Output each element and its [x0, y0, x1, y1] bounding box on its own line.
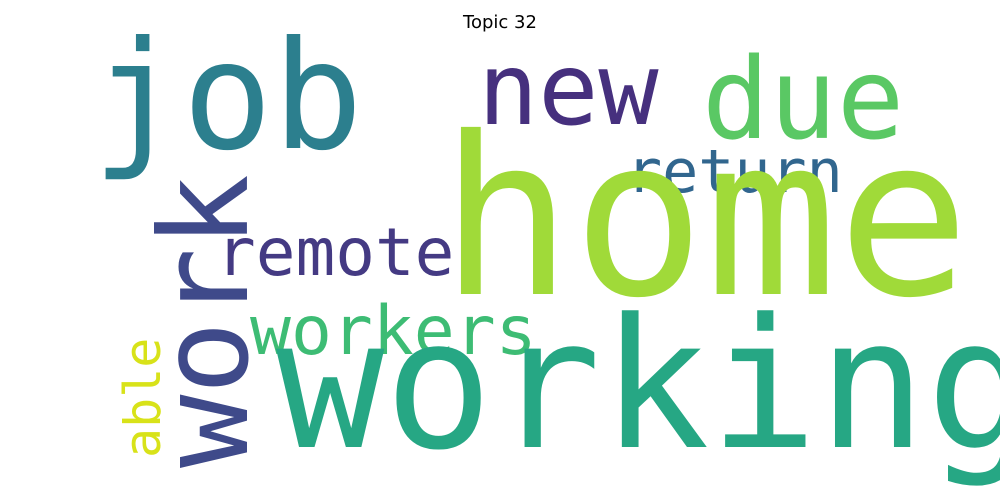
word-due: due: [702, 35, 905, 165]
word-home: home: [440, 90, 970, 346]
chart-title: Topic 32: [463, 12, 537, 33]
word-job: job: [92, 10, 363, 184]
word-working: working: [276, 281, 1000, 490]
word-workers: workers: [250, 292, 537, 371]
word-remote: remote: [216, 214, 455, 291]
word-able: able: [114, 337, 172, 458]
word-new: new: [478, 31, 659, 148]
word-return: return: [626, 137, 843, 207]
